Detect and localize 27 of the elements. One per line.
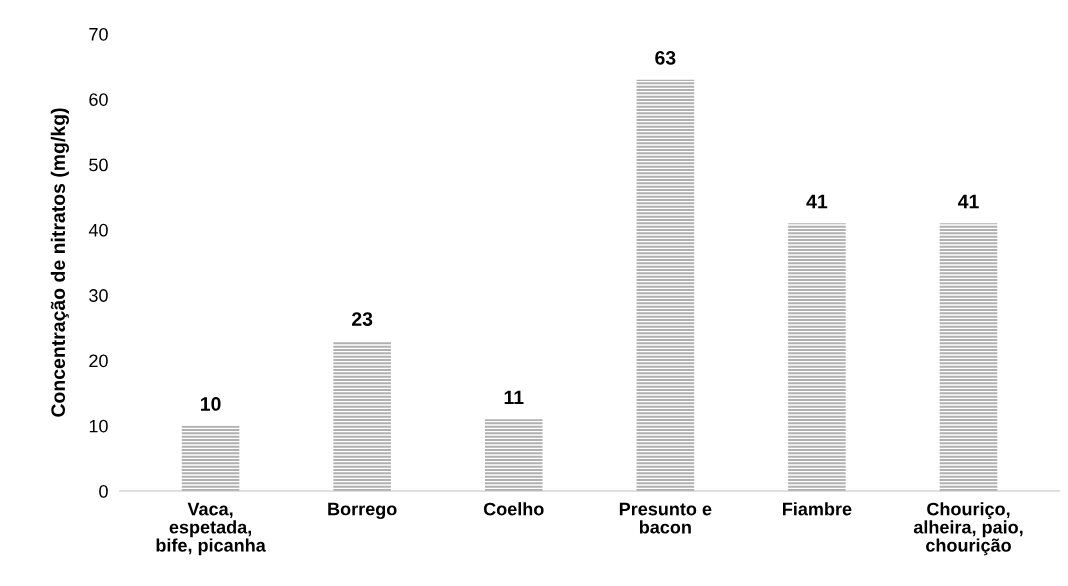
y-tick-label: 70 [89,27,108,41]
x-tick-label: Presunto e bacon [619,502,712,534]
bar [788,223,846,492]
data-label: 23 [352,312,373,326]
y-tick-label: 40 [88,223,108,237]
data-label: 10 [200,397,221,411]
bar [181,425,240,492]
x-tick-label: Chouriço, alheira, paio, chourição [913,502,1023,556]
x-tick-label: Coelho [483,502,544,516]
x-tick-label: Borrego [328,502,397,520]
y-tick-label: 20 [89,354,108,368]
y-tick-label: 60 [89,93,108,107]
y-tick-label: 0 [99,485,108,498]
bar [333,340,391,492]
x-tick-label: Fiambre [783,502,852,516]
data-label: 41 [806,194,828,209]
bar [636,79,695,492]
bar [484,419,543,492]
data-label: 63 [655,50,676,65]
y-tick-label: 10 [89,419,108,433]
data-label: 11 [504,390,524,405]
x-tick-label: Vaca, espetada, bife, picanha [156,502,266,556]
bar [939,223,998,492]
y-axis-title: Concentração de nitratos (mg/kg) [50,108,69,417]
y-tick-label: 30 [89,289,108,302]
y-tick-label: 50 [89,158,108,172]
data-label: 41 [957,194,979,209]
